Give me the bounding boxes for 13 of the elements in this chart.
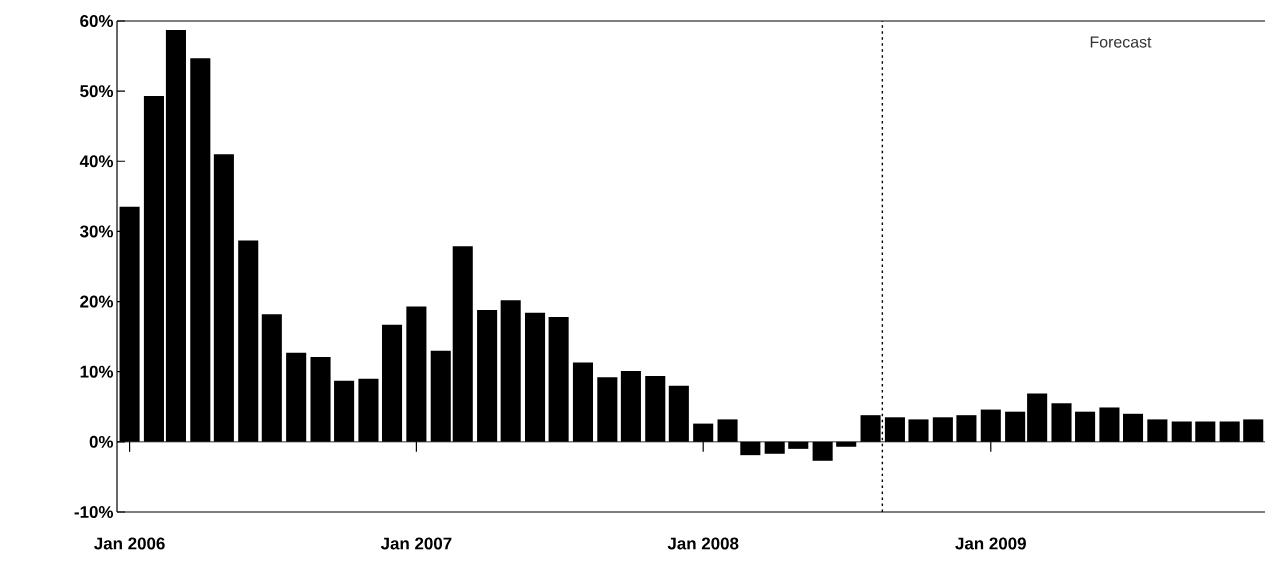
y-tick-label: 20% xyxy=(80,295,114,308)
y-tick-label: -10% xyxy=(74,505,114,518)
x-tick-label: Jan 2006 xyxy=(94,537,165,550)
y-tick-label: 10% xyxy=(80,365,114,378)
y-tick-label: 0% xyxy=(89,435,114,448)
x-tick-label: Jan 2008 xyxy=(667,537,739,550)
y-tick-label: 30% xyxy=(79,225,114,238)
annotation: Forecast xyxy=(1090,36,1152,48)
x-tick-label: Jan 2009 xyxy=(955,537,1026,550)
y-tick-label: 60% xyxy=(80,14,114,27)
x-tick-label: Jan 2007 xyxy=(380,537,452,550)
y-tick-label: 40% xyxy=(79,155,114,168)
y-tick-label: 50% xyxy=(80,85,114,98)
